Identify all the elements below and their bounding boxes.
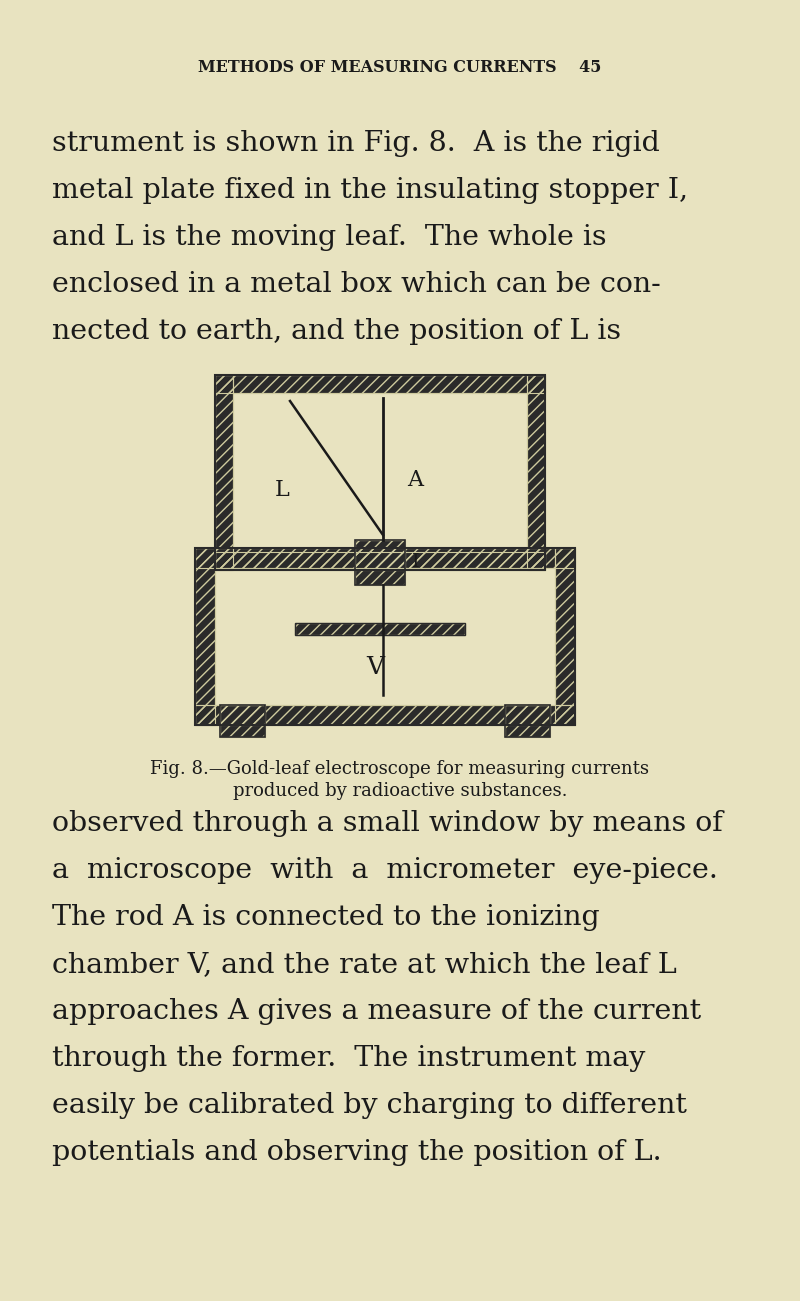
Bar <box>195 548 215 725</box>
Bar <box>295 623 465 635</box>
Bar <box>555 548 575 725</box>
Text: observed through a small window by means of: observed through a small window by means… <box>52 811 722 837</box>
Text: potentials and observing the position of L.: potentials and observing the position of… <box>52 1138 662 1166</box>
Bar <box>220 705 265 736</box>
Bar <box>195 548 575 569</box>
Text: A: A <box>407 468 423 490</box>
Bar <box>295 623 465 635</box>
Bar <box>195 548 575 725</box>
Bar <box>355 540 405 585</box>
Bar <box>215 375 545 570</box>
Text: easily be calibrated by charging to different: easily be calibrated by charging to diff… <box>52 1092 687 1119</box>
Text: Fig. 8.—Gold-leaf electroscope for measuring currents: Fig. 8.—Gold-leaf electroscope for measu… <box>150 760 650 778</box>
Bar <box>527 375 545 570</box>
Text: produced by radioactive substances.: produced by radioactive substances. <box>233 782 567 800</box>
Bar <box>195 548 575 725</box>
Bar <box>195 548 575 569</box>
Text: chamber V, and the rate at which the leaf L: chamber V, and the rate at which the lea… <box>52 951 677 978</box>
Text: nected to earth, and the position of L is: nected to earth, and the position of L i… <box>52 317 621 345</box>
Bar <box>355 540 405 585</box>
Bar <box>215 375 233 570</box>
Bar <box>220 705 265 736</box>
Bar <box>505 705 550 736</box>
Text: I: I <box>412 553 420 571</box>
Text: enclosed in a metal box which can be con-: enclosed in a metal box which can be con… <box>52 271 661 298</box>
Bar <box>215 375 545 393</box>
Text: L: L <box>274 479 290 501</box>
Text: metal plate fixed in the insulating stopper I,: metal plate fixed in the insulating stop… <box>52 177 688 204</box>
Bar <box>555 548 575 725</box>
Bar <box>195 705 575 725</box>
Bar <box>527 375 545 570</box>
Bar <box>220 705 265 736</box>
Bar <box>215 375 545 570</box>
Bar <box>195 705 575 725</box>
Text: The rod A is connected to the ionizing: The rod A is connected to the ionizing <box>52 904 600 932</box>
Text: METHODS OF MEASURING CURRENTS    45: METHODS OF MEASURING CURRENTS 45 <box>198 60 602 77</box>
Text: through the former.  The instrument may: through the former. The instrument may <box>52 1045 646 1072</box>
Text: approaches A gives a measure of the current: approaches A gives a measure of the curr… <box>52 998 701 1025</box>
Text: a  microscope  with  a  micrometer  eye-piece.: a microscope with a micrometer eye-piece… <box>52 857 718 883</box>
Bar <box>215 375 545 393</box>
Bar <box>505 705 550 736</box>
Bar <box>295 623 465 635</box>
Text: V: V <box>366 657 384 679</box>
Bar <box>505 705 550 736</box>
Bar <box>195 548 215 725</box>
Bar <box>215 552 545 570</box>
Bar <box>215 552 545 570</box>
Text: and L is the moving leaf.  The whole is: and L is the moving leaf. The whole is <box>52 224 606 251</box>
Text: strument is shown in Fig. 8.  A is the rigid: strument is shown in Fig. 8. A is the ri… <box>52 130 660 157</box>
Bar <box>355 540 405 585</box>
Bar <box>215 375 233 570</box>
